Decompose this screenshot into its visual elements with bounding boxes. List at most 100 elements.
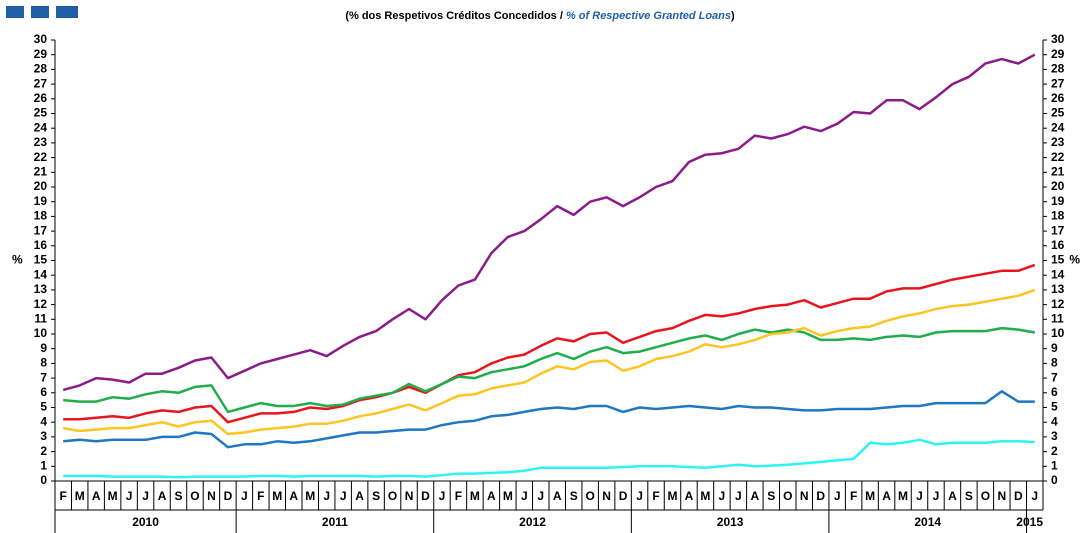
y2-tick-label: 25 bbox=[1051, 106, 1065, 120]
series-line bbox=[62, 288, 1036, 436]
x-tick-label: N bbox=[800, 489, 809, 503]
x-tick-label: F bbox=[455, 489, 462, 503]
y-tick-label: 0 bbox=[40, 473, 47, 487]
logo-block bbox=[56, 6, 78, 18]
x-tick-label: S bbox=[767, 489, 775, 503]
y-tick-label: 1 bbox=[40, 458, 47, 472]
y-tick-label: 22 bbox=[34, 150, 48, 164]
y-tick-label: 13 bbox=[34, 282, 48, 296]
y2-tick-label: 11 bbox=[1051, 311, 1064, 325]
series-line bbox=[63, 390, 1035, 449]
x-tick-label: S bbox=[372, 489, 380, 503]
x-tick-label: J bbox=[735, 489, 742, 503]
x-tick-label: F bbox=[652, 489, 659, 503]
x-tick-label: S bbox=[965, 489, 973, 503]
x-tick-label: D bbox=[421, 489, 430, 503]
x-tick-label: N bbox=[405, 489, 414, 503]
x-tick-label: N bbox=[997, 489, 1006, 503]
x-tick-label: A bbox=[355, 489, 364, 503]
y2-tick-label: 10 bbox=[1051, 326, 1065, 340]
y2-tick-label: 18 bbox=[1051, 209, 1065, 223]
x-tick-label: M bbox=[503, 489, 513, 503]
x-tick-label: M bbox=[668, 489, 678, 503]
x-tick-label: J bbox=[126, 489, 133, 503]
subtitle-part: ) bbox=[731, 10, 735, 22]
y-tick-label: 30 bbox=[34, 32, 48, 46]
y2-tick-label: 15 bbox=[1051, 253, 1065, 267]
x-tick-label: J bbox=[241, 489, 248, 503]
x-tick-label: S bbox=[174, 489, 182, 503]
y2-tick-label: 2 bbox=[1051, 444, 1058, 458]
y2-tick-label: 13 bbox=[1051, 282, 1065, 296]
y2-tick-label: 1 bbox=[1051, 458, 1058, 472]
y-tick-label: 15 bbox=[34, 253, 48, 267]
y2-tick-label: 7 bbox=[1051, 370, 1058, 384]
x-tick-label: A bbox=[289, 489, 298, 503]
x-tick-label: M bbox=[272, 489, 282, 503]
x-tick-label: J bbox=[1031, 489, 1038, 503]
x-tick-label: M bbox=[700, 489, 710, 503]
y-tick-label: 17 bbox=[34, 223, 48, 237]
y-tick-label: 4 bbox=[40, 414, 47, 428]
y-tick-label: 25 bbox=[34, 106, 48, 120]
y-axis-label: % bbox=[12, 253, 23, 267]
x-tick-label: F bbox=[60, 489, 67, 503]
y-tick-label: 8 bbox=[40, 356, 47, 370]
x-tick-label: J bbox=[933, 489, 940, 503]
x-tick-label: J bbox=[521, 489, 528, 503]
series-line bbox=[63, 263, 1036, 424]
x-tick-label: D bbox=[619, 489, 628, 503]
x-tick-label: D bbox=[816, 489, 825, 503]
x-tick-label: M bbox=[865, 489, 875, 503]
y-tick-label: 20 bbox=[34, 179, 48, 193]
y2-tick-label: 17 bbox=[1051, 223, 1065, 237]
y-tick-label: 5 bbox=[40, 400, 47, 414]
x-tick-label: O bbox=[388, 489, 397, 503]
y-tick-label: 23 bbox=[34, 135, 48, 149]
y-tick-label: 28 bbox=[34, 62, 48, 76]
y2-tick-label: 0 bbox=[1051, 473, 1058, 487]
x-tick-label: A bbox=[553, 489, 562, 503]
series-line bbox=[63, 438, 1035, 479]
subtitle-part: % of Respective Granted Loans bbox=[566, 10, 731, 22]
y-tick-label: 12 bbox=[34, 297, 48, 311]
y2-tick-label: 6 bbox=[1051, 385, 1058, 399]
x-tick-label: M bbox=[470, 489, 480, 503]
y2-tick-label: 9 bbox=[1051, 341, 1058, 355]
x-tick-label: M bbox=[75, 489, 85, 503]
year-label: 2014 bbox=[914, 515, 941, 529]
x-tick-label: O bbox=[981, 489, 990, 503]
y-tick-label: 18 bbox=[34, 209, 48, 223]
year-label: 2011 bbox=[322, 515, 348, 529]
x-tick-label: M bbox=[898, 489, 908, 503]
x-tick-label: A bbox=[487, 489, 496, 503]
y2-tick-label: 29 bbox=[1051, 47, 1065, 61]
x-tick-label: J bbox=[916, 489, 923, 503]
y-tick-label: 27 bbox=[34, 76, 48, 90]
y-tick-label: 16 bbox=[34, 238, 48, 252]
y2-tick-label: 16 bbox=[1051, 238, 1065, 252]
x-tick-label: J bbox=[636, 489, 643, 503]
y-tick-label: 14 bbox=[34, 267, 48, 281]
y2-tick-label: 12 bbox=[1051, 297, 1065, 311]
y2-tick-label: 20 bbox=[1051, 179, 1065, 193]
x-tick-label: O bbox=[190, 489, 199, 503]
x-tick-label: J bbox=[439, 489, 446, 503]
x-tick-label: F bbox=[850, 489, 857, 503]
x-tick-label: M bbox=[305, 489, 315, 503]
series-line bbox=[62, 53, 1036, 392]
y-tick-label: 29 bbox=[34, 47, 48, 61]
x-tick-label: A bbox=[882, 489, 891, 503]
year-label: 2015 bbox=[1016, 515, 1043, 529]
y-tick-label: 21 bbox=[34, 164, 48, 178]
y-tick-label: 9 bbox=[40, 341, 47, 355]
y2-tick-label: 22 bbox=[1051, 150, 1065, 164]
x-tick-label: J bbox=[537, 489, 544, 503]
x-tick-label: O bbox=[783, 489, 792, 503]
x-tick-label: A bbox=[158, 489, 167, 503]
x-tick-label: A bbox=[750, 489, 759, 503]
y2-tick-label: 19 bbox=[1051, 194, 1065, 208]
year-label: 2012 bbox=[519, 515, 546, 529]
y2-tick-label: 30 bbox=[1051, 32, 1065, 46]
x-tick-label: D bbox=[224, 489, 233, 503]
